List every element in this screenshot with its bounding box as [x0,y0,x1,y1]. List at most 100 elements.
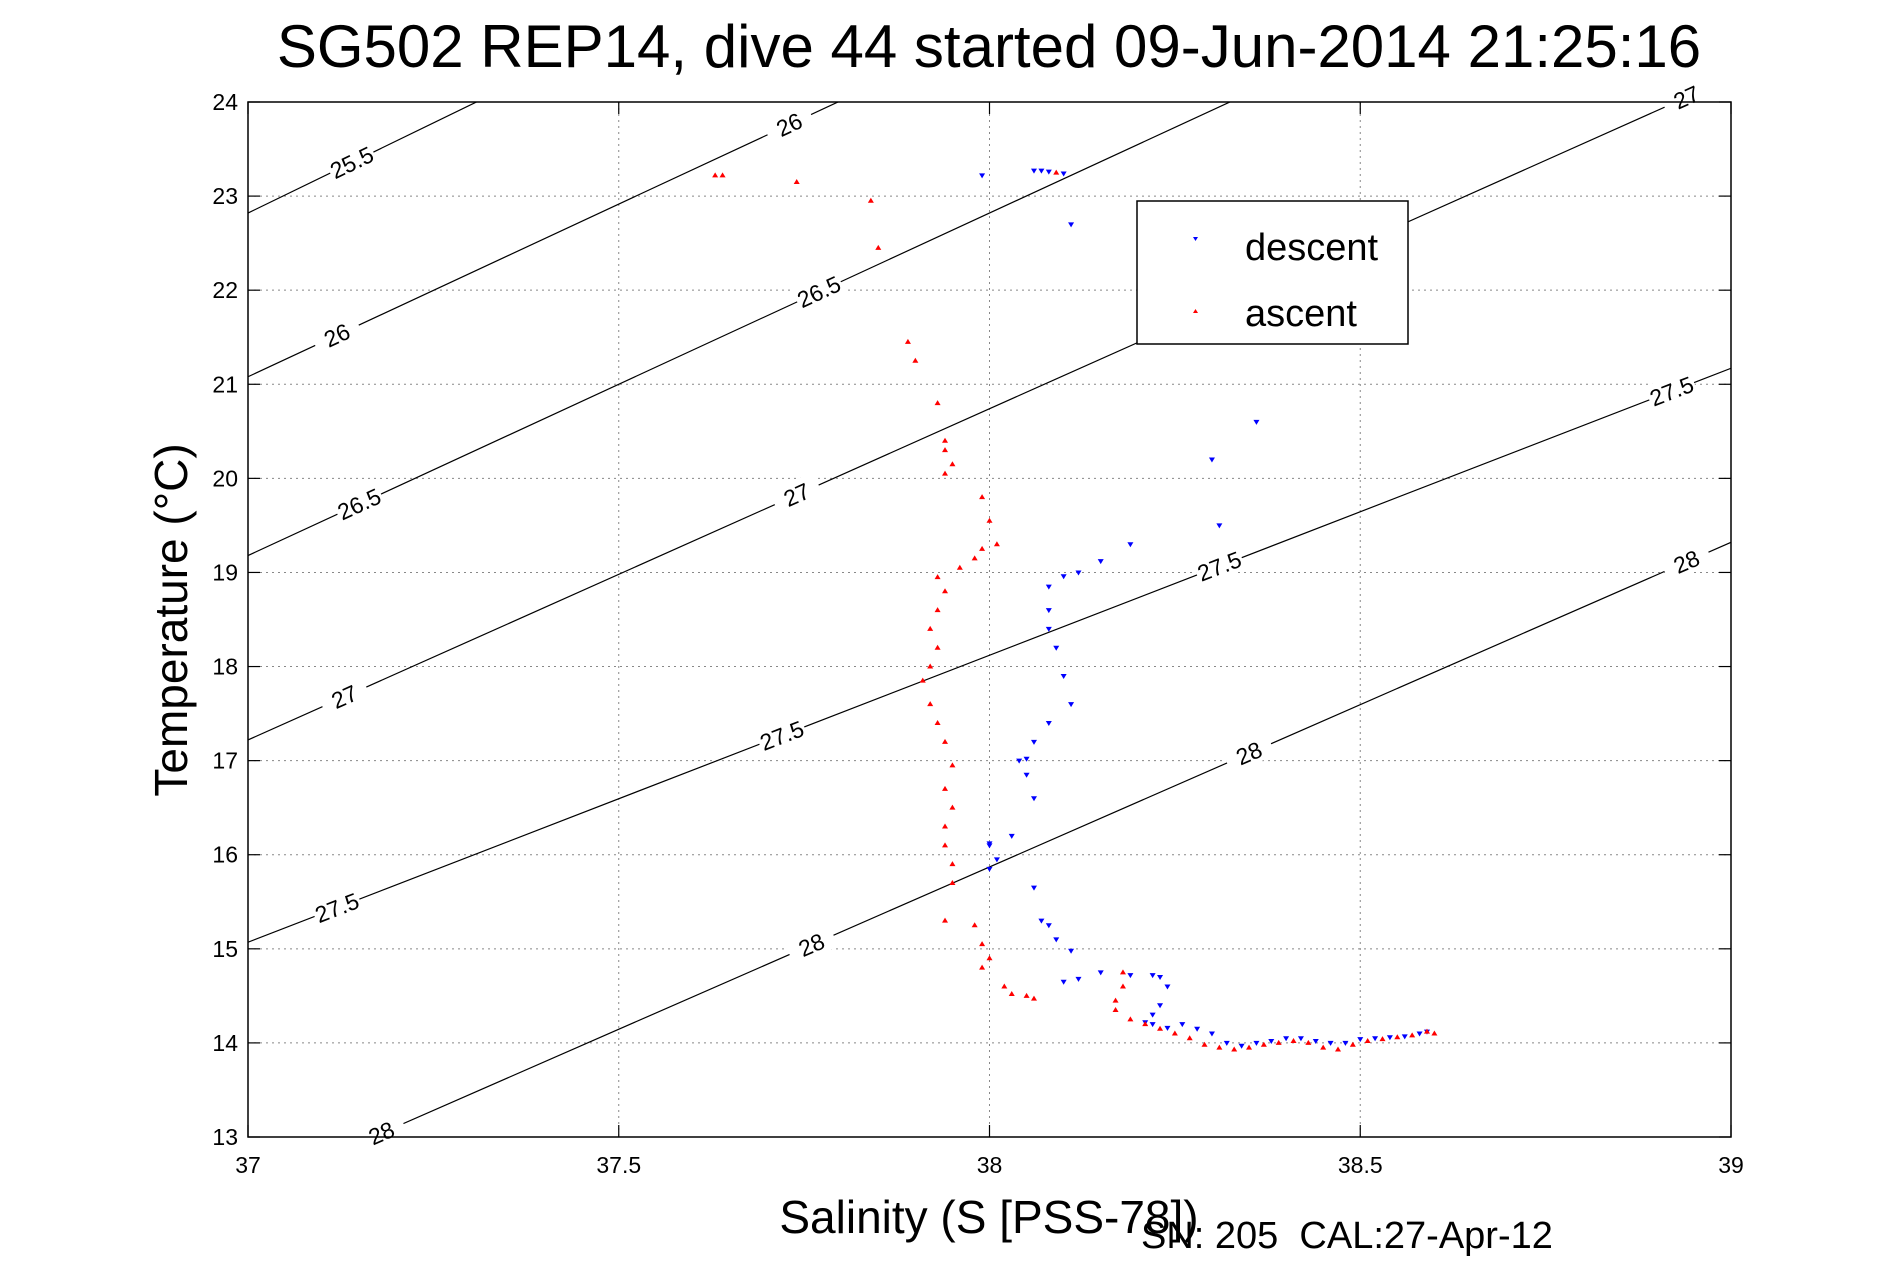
contour-label-background [309,312,364,357]
descent-point [1386,1035,1393,1041]
contour-label-group: 27 [316,674,372,718]
y-tick-label: 15 [212,936,238,962]
grid [248,102,1731,1137]
ascent-point [1216,1044,1223,1050]
descent-point [979,173,986,179]
ascent-point [1364,1038,1371,1044]
ascent-point [1305,1039,1312,1045]
descent-point [1164,984,1171,990]
x-tick-label: 37.5 [596,1152,641,1178]
ascent-point [927,625,934,631]
ascent-point [971,922,978,928]
ascent-point [934,644,941,650]
ascent-point [1023,992,1030,998]
y-tick-label: 17 [212,748,238,774]
descent-point [1127,973,1134,979]
contour-label-background [324,139,379,184]
descent-point [1060,673,1067,679]
descent-point [1216,523,1223,529]
descent-point [1149,973,1156,979]
ascent-point [949,762,956,768]
descent-point [1068,222,1075,228]
contour-label-group: 27.5 [1191,544,1247,586]
contour-label-background [316,674,372,718]
descent-point [1045,923,1052,929]
ascent-point [1171,1030,1178,1036]
descent-point [1045,626,1052,632]
data-points [712,168,1438,1052]
x-axis-ticks: 37 37.5 38 38.5 39 [235,102,1744,1178]
descent-point [1045,169,1052,175]
legend-ascent-marker [1193,309,1198,313]
y-tick-label: 24 [212,89,238,115]
descent-point [1023,756,1030,762]
y-axis-ticks: 13 14 15 16 17 18 19 20 21 22 23 24 [212,89,1731,1150]
ascent-point [986,517,993,523]
chart-title: SG502 REP14, dive 44 started 09-Jun-2014… [277,13,1701,80]
ascent-point [793,178,800,184]
y-tick-label: 14 [212,1030,238,1056]
descent-point [1068,948,1075,954]
descent-point [1223,1040,1230,1046]
descent-point [1208,1031,1215,1037]
ascent-point [1001,983,1008,989]
ascent-point [1335,1046,1342,1052]
contour-label-group: 27.5 [754,713,809,756]
contour-label-background [353,1110,409,1154]
ascent-point [1008,990,1015,996]
ascent-point [927,701,934,707]
ascent-point [949,861,956,867]
legend-descent-label: descent [1245,227,1379,269]
descent-point [986,841,993,847]
ascent-point [942,588,949,594]
descent-point [1194,1026,1201,1032]
ascent-point [979,545,986,551]
descent-point [1068,702,1075,708]
ascent-point [979,494,986,500]
ascent-point [1423,1028,1430,1034]
descent-point [1097,559,1104,565]
descent-point [1149,1012,1156,1018]
descent-point [1053,645,1060,651]
y-tick-label: 16 [212,842,238,868]
ascent-point [904,338,911,344]
ascent-point [934,607,941,613]
contour-label-background [1644,369,1699,412]
density-contour-26 [248,102,840,378]
ascent-point [1275,1039,1282,1045]
descent-point [1283,1036,1290,1042]
descent-point [1157,975,1164,981]
contour-label-background [331,481,387,526]
ascent-point [1409,1032,1416,1038]
contour-label-background [769,472,824,516]
descent-point [1372,1036,1379,1042]
descent-point [1416,1031,1423,1037]
descent-point [1038,168,1045,174]
ascent-point [1030,995,1037,1001]
x-tick-label: 37 [235,1152,261,1178]
contour-label: 27.5 [311,888,362,928]
contour-label-background [783,922,839,966]
x-tick-label: 39 [1718,1152,1744,1178]
contour-label-background [1658,74,1714,119]
ascent-point [1157,1025,1164,1031]
y-tick-label: 22 [212,277,238,303]
contour-label-group: 26 [309,312,364,357]
contour-label: 27.5 [756,715,807,755]
contour-label-group: 26.5 [791,269,846,313]
ascent-point [993,541,1000,547]
legend-box [1136,200,1409,345]
contour-label: 27.5 [1646,371,1697,411]
ascent-point [1127,1016,1134,1022]
descent-point [1268,1039,1275,1045]
descent-point [1179,1022,1186,1028]
descent-point [1342,1040,1349,1046]
ascent-point [1349,1041,1356,1047]
contour-label-group: 26.5 [331,481,387,526]
descent-point [993,857,1000,863]
contour-label-background [1221,730,1276,774]
ascent-point [1431,1030,1438,1036]
ascent-point [942,842,949,848]
descent-point [1053,937,1060,943]
contour-label-group: 26 [761,101,817,146]
